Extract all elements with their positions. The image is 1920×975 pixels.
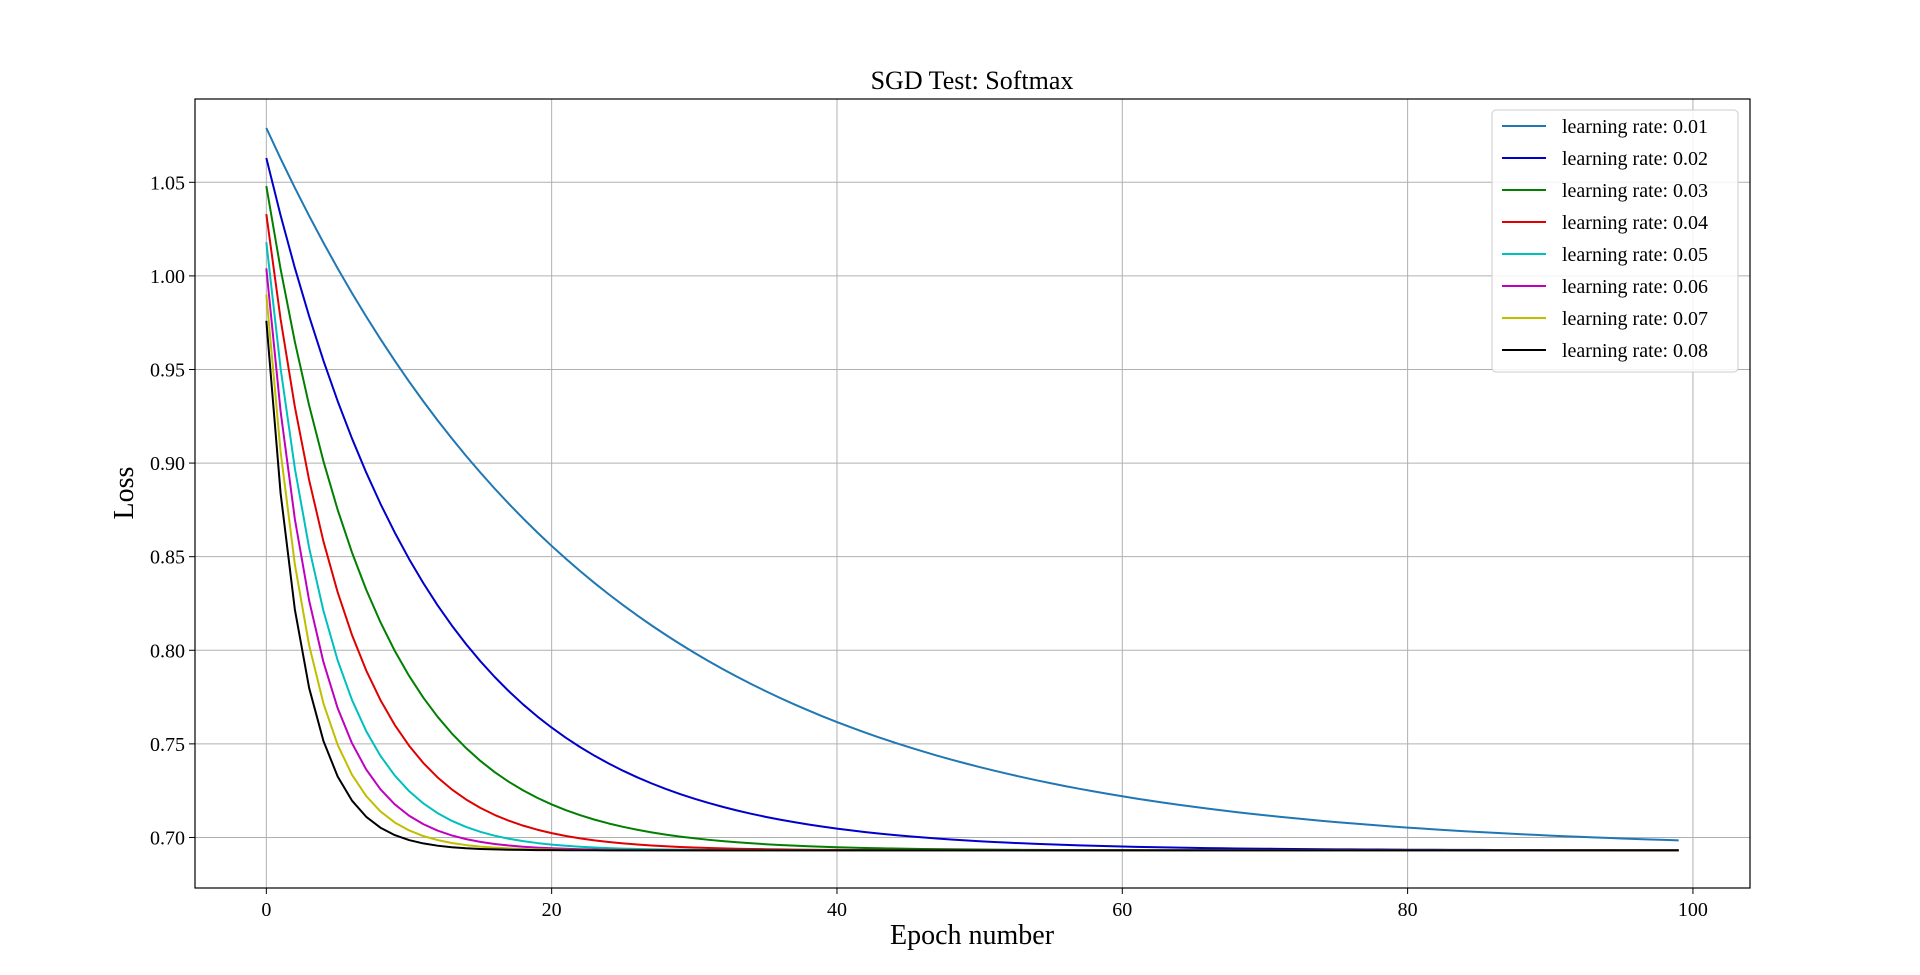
legend-label: learning rate: 0.03	[1562, 180, 1708, 202]
x-tick-label: 80	[1398, 899, 1418, 921]
series-lines	[265, 127, 1679, 852]
series-line-7	[265, 294, 1679, 852]
x-tick-label: 60	[1112, 899, 1132, 921]
legend-label: learning rate: 0.04	[1562, 212, 1708, 234]
legend-entries: learning rate: 0.01 learning rate: 0.02 le…	[1502, 116, 1708, 362]
x-tick-label: 0	[261, 899, 271, 921]
legend-label: learning rate: 0.05	[1562, 244, 1708, 266]
y-tick-label: 0.95	[150, 359, 185, 381]
legend-label: learning rate: 0.02	[1562, 148, 1708, 170]
series-line-6	[265, 268, 1679, 852]
series-line-8	[265, 320, 1679, 852]
x-axis-title: Epoch number	[890, 920, 1055, 951]
x-tick-label: 100	[1678, 899, 1708, 921]
y-tick-label: 1.05	[150, 172, 185, 194]
legend-label: learning rate: 0.01	[1562, 116, 1708, 138]
x-tick-label: 20	[542, 899, 562, 921]
x-tick-label: 40	[827, 899, 847, 921]
chart-title: SGD Test: Softmax	[871, 66, 1074, 95]
legend-label: learning rate: 0.06	[1562, 276, 1708, 298]
legend: learning rate: 0.01 learning rate: 0.02 le…	[1491, 109, 1739, 373]
y-tick-label: 0.90	[150, 453, 185, 475]
series-line-1	[265, 127, 1679, 842]
legend-label: learning rate: 0.07	[1562, 308, 1708, 330]
y-axis-ticks: 0.70 0.75 0.80 0.85 0.90 0.95 1.00 1.05	[150, 172, 195, 849]
y-axis-title: Loss	[109, 467, 140, 520]
plot-area-frame	[194, 98, 1751, 889]
y-tick-label: 0.80	[150, 640, 185, 662]
x-axis-ticks: 0 20 40 60 80 100	[261, 888, 1708, 921]
y-tick-label: 0.85	[150, 547, 185, 569]
y-tick-label: 0.70	[150, 827, 185, 849]
series-line-2	[265, 157, 1679, 852]
legend-box	[1491, 109, 1739, 373]
y-tick-label: 1.00	[150, 266, 185, 288]
legend-label: learning rate: 0.08	[1562, 340, 1708, 362]
series-line-4	[265, 213, 1679, 852]
y-tick-label: 0.75	[150, 734, 185, 756]
series-line-3	[265, 185, 1679, 852]
